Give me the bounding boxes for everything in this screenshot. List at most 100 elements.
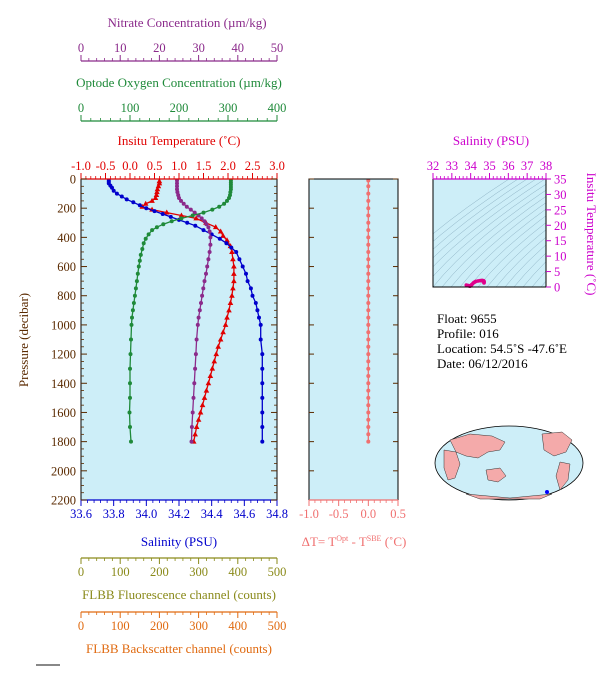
- delta-t-point: [366, 228, 371, 233]
- tick-label: 500: [268, 619, 287, 633]
- map-land-australia: [485, 467, 507, 483]
- delta-t-point: [366, 344, 371, 349]
- delta-t-point: [366, 308, 371, 313]
- density-contour: [433, 179, 510, 235]
- tick-label: 0: [78, 619, 84, 633]
- delta-t-plot-area: [309, 179, 398, 500]
- tick-label: 0: [78, 565, 84, 579]
- tick-label: 3.0: [269, 159, 285, 173]
- tick-label: 800: [57, 289, 76, 303]
- nitrate-point: [205, 264, 210, 269]
- salinity-point: [137, 203, 142, 208]
- backscatter-axis-title: FLBB Backscatter channel (counts): [86, 641, 272, 656]
- nitrate-point: [204, 271, 208, 276]
- salinity-point: [260, 410, 265, 415]
- tick-label: 300: [189, 565, 208, 579]
- temperature-point: [152, 194, 159, 200]
- delta-t-point: [366, 235, 371, 240]
- nitrate-point: [177, 196, 181, 200]
- oxygen-point: [130, 308, 135, 313]
- map-land-antarctica: [465, 493, 553, 500]
- salinity-point: [260, 439, 265, 444]
- nitrate-point: [188, 207, 193, 212]
- delta-t-point: [366, 381, 371, 386]
- temperature-point: [178, 212, 185, 218]
- salinity-point: [152, 209, 157, 214]
- salinity-point: [258, 337, 263, 342]
- salinity-point: [250, 293, 255, 298]
- tick-label: 0.5: [147, 159, 163, 173]
- oxygen-point: [146, 232, 151, 237]
- salinity-point: [245, 279, 250, 284]
- oxygen-point: [129, 337, 133, 342]
- density-contour: [531, 270, 546, 287]
- ts-temperature-axis-title: Insitu Temperature (˚C): [584, 172, 599, 295]
- tick-label: 34.8: [266, 507, 288, 521]
- footer-stamp: [36, 664, 60, 666]
- delta-t-point: [366, 257, 371, 262]
- tick-label: 0: [554, 281, 560, 295]
- delta-t-point: [366, 293, 371, 298]
- tick-label: 10: [554, 250, 567, 264]
- oxygen-point: [135, 271, 140, 276]
- tick-label: 0: [78, 101, 84, 115]
- oxygen-point: [128, 352, 133, 357]
- oxygen-point: [138, 252, 143, 257]
- pressure-axis-title: Pressure (decibar): [16, 293, 31, 387]
- delta-t-title-part: - T: [348, 534, 367, 549]
- oxygen-point: [228, 190, 233, 195]
- temperature-point: [149, 197, 155, 203]
- salinity-axis: 33.6 33.8 34.0 34.2 34.4 34.6 34.8: [70, 499, 288, 521]
- salinity-point: [248, 286, 253, 291]
- temperature-point: [193, 215, 199, 221]
- delta-t-point: [366, 330, 371, 335]
- delta-t-point: [366, 425, 371, 429]
- tick-label: 35: [483, 159, 496, 173]
- temperature-point: [199, 402, 206, 408]
- temperature-point: [230, 285, 236, 291]
- delta-t-title-sup: Opt: [336, 534, 349, 543]
- salinity-point: [114, 191, 119, 196]
- delta-t-point: [366, 220, 371, 225]
- temperature-point: [224, 314, 230, 320]
- temperature-point: [195, 416, 202, 422]
- temperature-point: [154, 189, 160, 195]
- tick-label: 200: [150, 565, 169, 579]
- oxygen-point: [128, 395, 132, 400]
- oxygen-point: [143, 236, 148, 241]
- salinity-point: [237, 257, 242, 262]
- delta-t-point: [366, 279, 371, 284]
- temperature-point: [213, 351, 220, 357]
- salinity-point: [255, 308, 260, 313]
- delta-t-axis-title: ΔT= TOpt - TSBE (˚C): [302, 534, 407, 549]
- salinity-point: [258, 322, 263, 327]
- delta-t-point: [366, 206, 371, 211]
- delta-t-point: [366, 286, 371, 291]
- delta-t-point: [366, 374, 371, 378]
- temperature-point: [211, 358, 218, 364]
- oxygen-point: [129, 439, 133, 444]
- salinity-point: [119, 194, 124, 199]
- tick-label: 400: [57, 231, 76, 245]
- delta-t-point: [366, 410, 371, 415]
- salinity-point: [217, 236, 222, 241]
- temperature-point: [209, 365, 216, 371]
- nitrate-point: [189, 439, 194, 444]
- oxygen-point: [161, 222, 166, 227]
- delta-t-title-part: (˚C): [381, 534, 406, 549]
- delta-t-point: [366, 403, 371, 408]
- delta-t-point: [366, 366, 371, 371]
- temperature-point: [192, 431, 198, 437]
- tick-label: 100: [111, 565, 130, 579]
- delta-t-point: [366, 395, 371, 400]
- salinity-point: [260, 425, 265, 429]
- nitrate-point: [175, 181, 179, 186]
- nitrate-point: [204, 222, 209, 227]
- delta-t-point: [366, 184, 371, 189]
- tick-label: 34: [464, 159, 477, 173]
- delta-t-point: [366, 191, 371, 196]
- tick-label: 30: [554, 188, 567, 202]
- tick-label: 36: [502, 159, 515, 173]
